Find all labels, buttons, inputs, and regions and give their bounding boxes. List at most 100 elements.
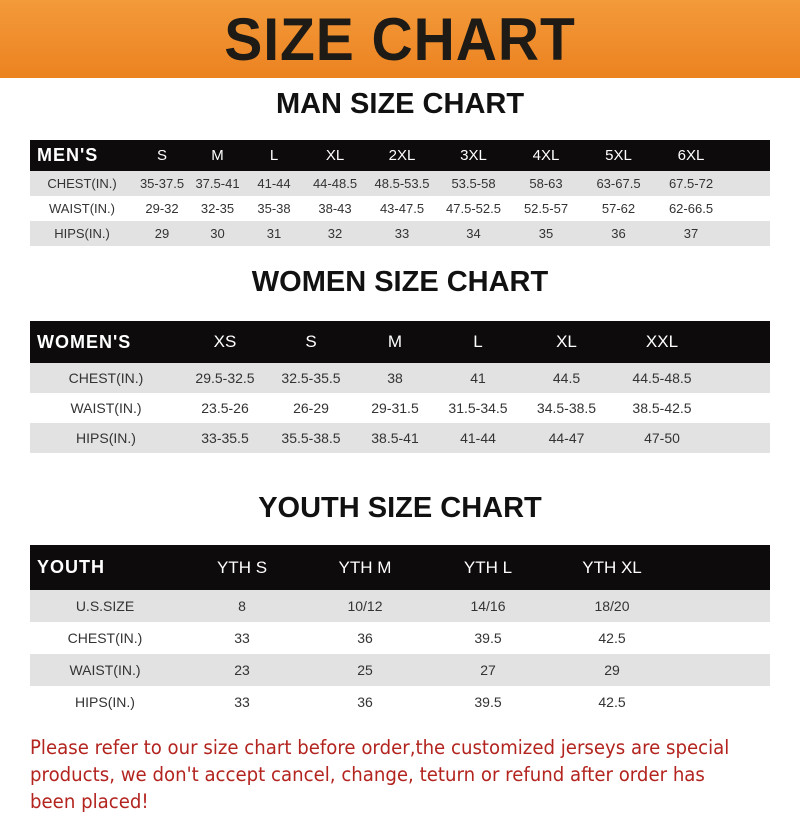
- table-cell: 67.5-72: [668, 176, 714, 191]
- table-cell: 38-43: [318, 201, 352, 216]
- table-cell: 33: [234, 630, 250, 646]
- table-row: HIPS(IN.) 29 30 31 32 33 34 35 36 37: [30, 221, 770, 246]
- table-cell: 34: [466, 226, 481, 241]
- table-cell: 10/12: [347, 598, 383, 614]
- men-section-title: MAN SIZE CHART: [275, 88, 525, 120]
- row-label: HIPS(IN.): [75, 694, 135, 710]
- size-header-cell: YTH M: [338, 557, 392, 577]
- size-header-cell: XS: [213, 332, 237, 351]
- table-cell: 39.5: [474, 630, 502, 646]
- table-cell: 33: [394, 226, 410, 241]
- row-label: WAIST(IN.): [49, 201, 115, 216]
- table-row: CHEST(IN.) 29.5-32.5 32.5-35.5 38 41 44.5 44.5…: [30, 363, 770, 393]
- size-chart-banner: SIZE CHART: [0, 0, 800, 78]
- table-cell: 58-63: [529, 176, 563, 191]
- table-header-row: MEN'S S M L XL 2XL 3XL 4XL 5XL 6XL: [30, 140, 770, 171]
- table-cell: 31: [266, 226, 282, 241]
- table-header-label: MEN'S: [37, 145, 99, 165]
- table-cell: 53.5-58: [451, 176, 496, 191]
- table-cell: 26-29: [293, 400, 329, 416]
- row-label: CHEST(IN.): [47, 176, 117, 191]
- table-row: HIPS(IN.) 33 36 39.5 42.5: [30, 686, 770, 718]
- table-cell: 29-31.5: [371, 400, 419, 416]
- table-cell: 47.5-52.5: [446, 201, 501, 216]
- table-cell: 36: [357, 630, 373, 646]
- table-row: HIPS(IN.) 33-35.5 35.5-38.5 38.5-41 41-44 44-…: [30, 423, 770, 453]
- table-row: WAIST(IN.) 23.5-26 26-29 29-31.5 31.5-34.5 34…: [30, 393, 770, 423]
- table-cell: 25: [357, 662, 373, 678]
- row-label: WAIST(IN.): [69, 662, 141, 678]
- size-header-cell: XL: [556, 332, 577, 351]
- table-cell: 41-44: [257, 176, 291, 191]
- table-cell: 27: [480, 662, 496, 678]
- table-cell: 14/16: [470, 598, 506, 614]
- table-cell: 32-35: [200, 201, 235, 216]
- youth-size-table: YOUTH YTH S YTH M YTH L YTH XL U.S.SIZE 8 10/12…: [30, 545, 770, 718]
- size-header-cell: 6XL: [677, 147, 705, 164]
- row-label: WAIST(IN.): [70, 400, 142, 416]
- table-cell: 38.5-41: [371, 430, 419, 446]
- table-cell: 63-67.5: [596, 176, 641, 191]
- size-header-cell: 3XL: [460, 147, 487, 164]
- table-cell: 41-44: [460, 430, 496, 446]
- size-header-cell: YTH S: [216, 557, 268, 577]
- size-header-cell: L: [473, 332, 483, 351]
- size-header-cell: S: [156, 147, 167, 164]
- size-header-cell: YTH XL: [582, 557, 642, 577]
- table-cell: 39.5: [474, 694, 502, 710]
- table-cell: 35-38: [257, 201, 291, 216]
- table-row: CHEST(IN.) 35-37.5 37.5-41 41-44 44-48.5 48.5…: [30, 171, 770, 196]
- size-header-cell: 4XL: [532, 147, 560, 164]
- size-header-cell: XL: [325, 147, 345, 164]
- table-cell: 38.5-42.5: [632, 400, 692, 416]
- table-header-row: YOUTH YTH S YTH M YTH L YTH XL: [30, 545, 770, 590]
- table-cell: 29: [154, 226, 170, 241]
- table-cell: 42.5: [598, 630, 626, 646]
- table-cell: 35.5-38.5: [281, 430, 341, 446]
- row-label: HIPS(IN.): [76, 430, 136, 446]
- table-cell: 36: [357, 694, 373, 710]
- youth-section-title: YOUTH SIZE CHART: [258, 492, 542, 524]
- table-cell: 23.5-26: [201, 400, 249, 416]
- size-header-cell: XXL: [645, 332, 679, 351]
- table-row: U.S.SIZE 8 10/12 14/16 18/20: [30, 590, 770, 622]
- row-label: CHEST(IN.): [68, 370, 144, 386]
- women-section-title: WOMEN SIZE CHART: [251, 266, 549, 298]
- men-size-table: MEN'S S M L XL 2XL 3XL 4XL 5XL 6XL CHEST(IN.) 35-37…: [30, 140, 770, 246]
- table-cell: 43-47.5: [379, 201, 425, 216]
- size-header-cell: L: [269, 147, 279, 164]
- table-cell: 52.5-57: [523, 201, 569, 216]
- table-header-label: WOMEN'S: [37, 331, 132, 352]
- table-cell: 8: [238, 598, 246, 614]
- table-cell: 32: [327, 226, 343, 241]
- table-cell: 36: [611, 226, 626, 241]
- size-header-cell: M: [387, 332, 403, 351]
- table-cell: 34.5-38.5: [536, 400, 597, 416]
- table-cell: 29-32: [145, 201, 179, 216]
- table-row: WAIST(IN.) 23 25 27 29: [30, 654, 770, 686]
- table-cell: 37: [683, 226, 699, 241]
- order-notice: Please refer to our size chart before or…: [30, 736, 730, 813]
- table-cell: 47-50: [644, 430, 680, 446]
- table-cell: 44-48.5: [312, 176, 358, 191]
- table-cell: 30: [210, 226, 225, 241]
- size-header-cell: 2XL: [388, 147, 416, 164]
- table-cell: 32.5-35.5: [281, 370, 341, 386]
- size-header-cell: 5XL: [605, 147, 632, 164]
- size-header-cell: M: [211, 147, 224, 164]
- table-header-label: YOUTH: [37, 557, 105, 577]
- banner-title: SIZE CHART: [224, 5, 576, 73]
- table-cell: 29: [604, 662, 620, 678]
- table-cell: 33: [234, 694, 250, 710]
- table-cell: 41: [470, 370, 486, 386]
- table-cell: 48.5-53.5: [374, 176, 430, 191]
- table-cell: 23: [234, 662, 250, 678]
- row-label: U.S.SIZE: [75, 598, 135, 614]
- row-label: CHEST(IN.): [67, 630, 143, 646]
- table-cell: 33-35.5: [201, 430, 249, 446]
- table-cell: 38: [387, 370, 403, 386]
- table-cell: 57-62: [601, 201, 636, 216]
- table-row: CHEST(IN.) 33 36 39.5 42.5: [30, 622, 770, 654]
- table-header-row: WOMEN'S XS S M L XL XXL: [30, 321, 770, 363]
- table-cell: 44.5-48.5: [632, 370, 692, 386]
